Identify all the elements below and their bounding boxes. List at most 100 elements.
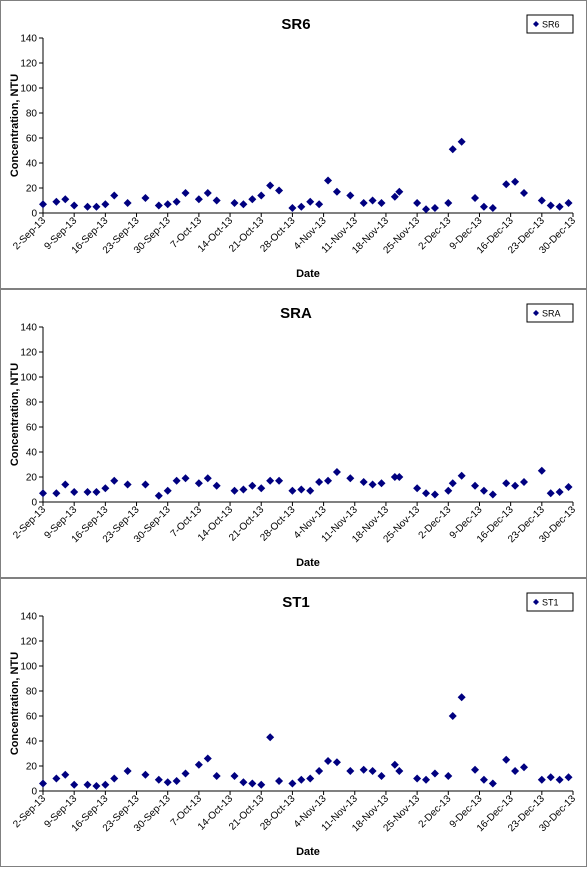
data-point <box>194 195 203 204</box>
data-point <box>266 476 275 485</box>
data-point <box>377 199 386 207</box>
data-point <box>502 755 511 764</box>
data-point <box>52 197 61 206</box>
data-point <box>537 775 546 784</box>
y-axis-label: Concentration, NTU <box>9 363 21 466</box>
data-point <box>248 779 257 788</box>
legend-label: ST1 <box>542 598 559 608</box>
data-point <box>479 775 488 784</box>
data-point <box>546 773 555 782</box>
data-point <box>502 479 511 488</box>
data-point <box>154 775 163 784</box>
x-axis-label: Date <box>296 846 320 858</box>
data-point <box>275 186 284 195</box>
data-point <box>101 484 110 493</box>
data-point <box>444 486 453 495</box>
y-tick-label: 120 <box>20 348 37 359</box>
data-point <box>564 483 573 491</box>
data-point <box>471 765 480 774</box>
data-point <box>297 202 306 211</box>
data-point <box>141 770 150 779</box>
data-point <box>257 780 266 789</box>
y-tick-label: 60 <box>26 134 38 145</box>
data-point <box>457 471 466 480</box>
data-point <box>332 758 341 767</box>
data-point <box>479 202 488 211</box>
data-point <box>537 466 546 475</box>
data-point <box>346 191 355 200</box>
data-point <box>555 202 564 211</box>
data-point <box>546 201 555 210</box>
panel-frame <box>0 0 587 289</box>
data-point <box>212 196 221 205</box>
chart-panel: SR60204060801001201402-Sep-139-Sep-1316-… <box>0 0 587 289</box>
data-point <box>395 473 404 481</box>
chart-title: ST1 <box>282 594 310 611</box>
data-point <box>52 774 61 783</box>
data-point <box>390 192 399 201</box>
data-point <box>83 780 92 789</box>
data-point <box>52 489 61 498</box>
data-point <box>324 176 333 185</box>
data-point <box>359 765 368 774</box>
data-point <box>239 485 248 494</box>
data-point <box>422 775 431 784</box>
data-point <box>61 770 70 779</box>
data-point <box>346 767 355 775</box>
data-point <box>123 199 132 207</box>
data-point <box>555 775 564 784</box>
data-point <box>110 774 119 783</box>
data-point <box>212 481 221 490</box>
data-point <box>395 187 404 196</box>
y-axis-label: Concentration, NTU <box>9 652 21 755</box>
data-point <box>377 772 386 780</box>
data-point <box>230 772 239 780</box>
data-point <box>448 712 457 720</box>
data-point <box>194 479 203 488</box>
data-point <box>101 200 110 209</box>
data-point <box>457 693 466 702</box>
legend: SRA <box>526 303 574 323</box>
data-point <box>288 486 297 495</box>
panel-frame <box>0 578 587 867</box>
legend-swatch <box>533 21 539 27</box>
data-point <box>297 775 306 784</box>
data-point <box>430 769 439 778</box>
data-point <box>275 476 284 485</box>
data-point <box>502 180 511 189</box>
data-point <box>520 478 529 486</box>
legend-label: SR6 <box>542 20 560 30</box>
legend-box <box>526 303 574 323</box>
y-tick-label: 100 <box>20 373 37 384</box>
data-point <box>39 200 47 209</box>
data-point <box>172 197 181 206</box>
data-point <box>163 486 172 495</box>
data-point <box>92 782 101 790</box>
data-point <box>70 201 79 210</box>
y-tick-label: 60 <box>26 712 38 723</box>
data-point <box>239 200 248 209</box>
data-point <box>332 187 341 196</box>
data-point <box>141 194 150 202</box>
data-point <box>413 199 422 207</box>
y-tick-label: 0 <box>31 498 37 509</box>
data-point <box>288 779 297 788</box>
legend-swatch <box>533 310 539 316</box>
data-point <box>275 777 284 785</box>
data-point <box>564 199 573 207</box>
data-point <box>110 191 119 200</box>
chart-title: SR6 <box>281 16 310 33</box>
data-point <box>248 481 257 490</box>
data-point <box>163 200 172 209</box>
data-point <box>266 733 275 742</box>
data-point <box>457 137 466 146</box>
data-point <box>479 486 488 495</box>
data-point <box>181 769 190 778</box>
data-point <box>564 773 573 782</box>
y-tick-label: 0 <box>31 787 37 798</box>
data-point <box>324 476 333 485</box>
data-point <box>377 479 386 488</box>
data-point <box>203 189 212 197</box>
data-point <box>181 189 190 197</box>
